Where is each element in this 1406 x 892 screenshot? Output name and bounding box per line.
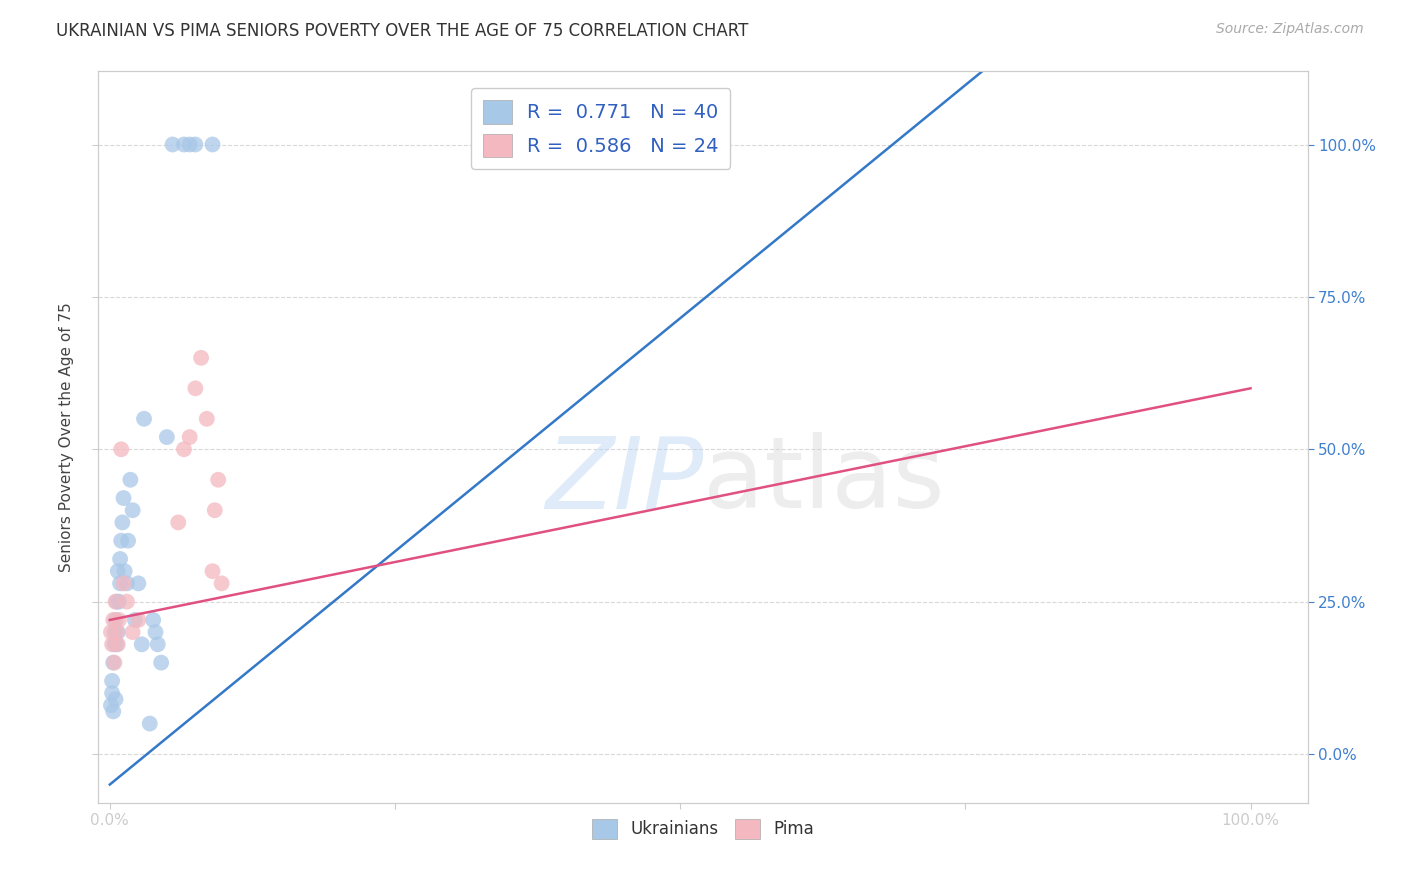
Point (105, 637, 128, 651)
Point (104, 594, 127, 608)
Point (103, 613, 125, 627)
Point (108, 613, 131, 627)
Text: Source: ZipAtlas.com: Source: ZipAtlas.com (1216, 22, 1364, 37)
Point (100, 698, 122, 713)
Point (103, 656, 125, 670)
Point (121, 625, 143, 640)
Text: UKRAINIAN VS PIMA SENIORS POVERTY OVER THE AGE OF 75 CORRELATION CHART: UKRAINIAN VS PIMA SENIORS POVERTY OVER T… (56, 22, 748, 40)
Point (132, 412, 155, 426)
Point (104, 613, 127, 627)
Point (112, 576, 135, 591)
Point (108, 552, 131, 566)
Y-axis label: Seniors Poverty Over the Age of 75: Seniors Poverty Over the Age of 75 (59, 302, 75, 572)
Point (179, 430, 201, 444)
Text: atlas: atlas (703, 433, 945, 530)
Point (117, 533, 139, 548)
Point (145, 625, 167, 640)
Point (131, 637, 153, 651)
Point (150, 656, 173, 670)
Point (103, 705, 125, 719)
Point (112, 491, 135, 505)
Point (167, 516, 190, 530)
Point (121, 503, 143, 517)
Legend: Ukrainians, Pima: Ukrainians, Pima (585, 812, 821, 846)
Point (104, 692, 127, 706)
Point (156, 430, 179, 444)
Point (101, 686, 124, 700)
Point (142, 613, 165, 627)
Point (107, 625, 129, 640)
Point (173, 137, 195, 152)
Point (124, 613, 146, 627)
Point (146, 637, 169, 651)
Point (184, 137, 207, 152)
Point (111, 516, 134, 530)
Point (179, 137, 201, 152)
Point (127, 576, 149, 591)
Point (207, 473, 229, 487)
Point (162, 137, 184, 152)
Point (195, 412, 218, 426)
Point (190, 351, 212, 365)
Point (127, 613, 149, 627)
Point (204, 503, 226, 517)
Point (115, 594, 138, 608)
Point (107, 564, 129, 578)
Point (103, 625, 125, 640)
Point (115, 576, 138, 591)
Point (669, 137, 692, 152)
Point (184, 381, 207, 395)
Point (110, 442, 132, 457)
Point (114, 564, 136, 578)
Point (110, 533, 132, 548)
Point (108, 594, 131, 608)
Point (108, 576, 131, 591)
Point (103, 637, 125, 651)
Point (105, 625, 128, 640)
Text: ZIP: ZIP (544, 433, 703, 530)
Point (211, 576, 233, 591)
Point (100, 625, 122, 640)
Point (139, 716, 162, 731)
Point (173, 442, 195, 457)
Point (103, 656, 125, 670)
Point (201, 137, 224, 152)
Point (107, 637, 129, 651)
Point (101, 637, 124, 651)
Point (101, 673, 124, 688)
Point (120, 473, 142, 487)
Point (201, 564, 224, 578)
Point (105, 594, 128, 608)
Point (669, 137, 692, 152)
